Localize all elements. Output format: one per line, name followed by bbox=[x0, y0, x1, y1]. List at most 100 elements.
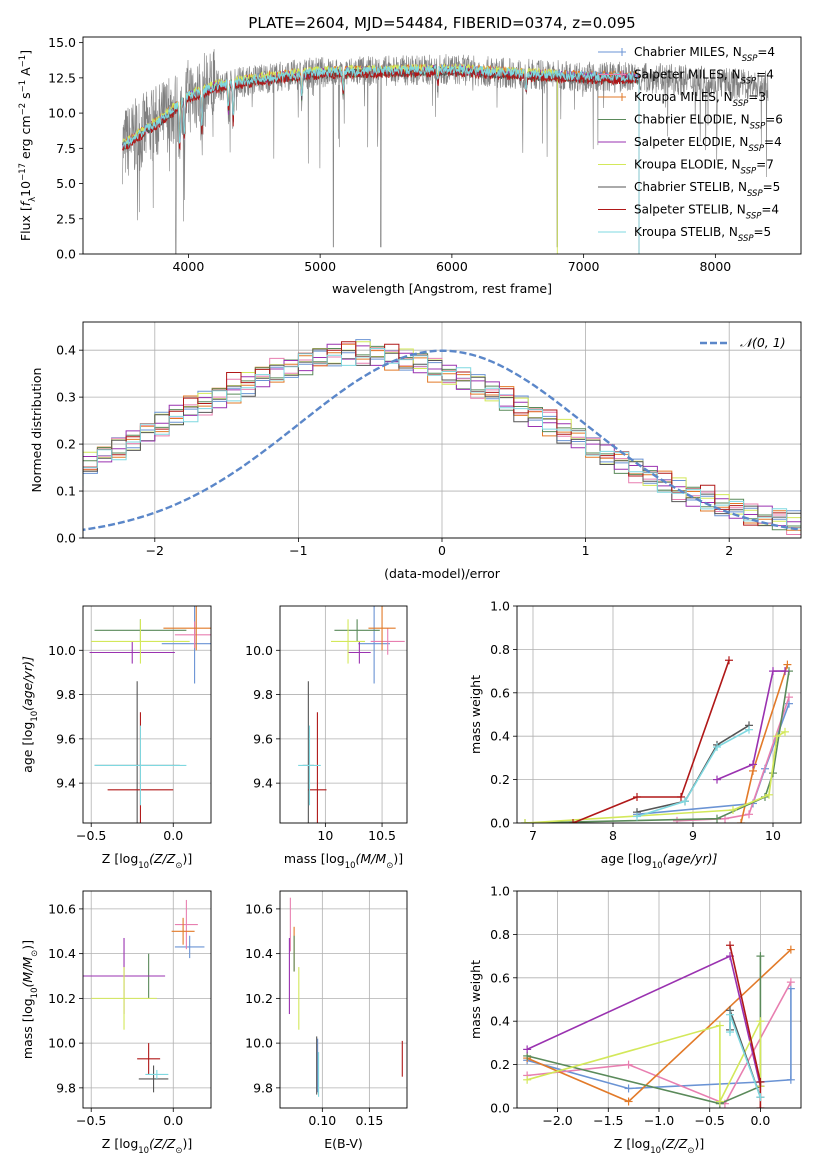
error-point bbox=[138, 1065, 169, 1093]
x-axis-label: E(B-V) bbox=[324, 1136, 363, 1151]
y-tick-label: 10.0 bbox=[245, 643, 273, 658]
z-mass-points bbox=[83, 899, 205, 1093]
mass-age-points bbox=[298, 606, 405, 823]
gaussian-curve bbox=[83, 349, 801, 532]
y-tick-label: 10.4 bbox=[245, 946, 273, 961]
y-tick-label: 0.4 bbox=[490, 1014, 510, 1029]
y-tick-label: 7.5 bbox=[56, 141, 76, 156]
weight-marker bbox=[725, 656, 733, 665]
y-tick-label: 0.3 bbox=[56, 390, 76, 405]
weight-marker bbox=[737, 819, 745, 823]
y-tick-label: 10.0 bbox=[245, 1036, 273, 1051]
weight-line bbox=[526, 956, 762, 1105]
y-tick-label: 10.2 bbox=[48, 991, 76, 1006]
spectrum-frame bbox=[82, 36, 802, 255]
weight-marker bbox=[713, 743, 721, 752]
legend-label: Kroupa STELIB, NSSP=5 bbox=[634, 225, 771, 244]
histogram-series bbox=[83, 348, 801, 529]
weight-marker bbox=[677, 792, 685, 801]
legend-label: Salpeter STELIB, NSSP=4 bbox=[634, 203, 779, 222]
z-mass-axes: −0.5 0.0 9.8 10.0 10.2 10.4 10.6 Z [log10(Z/Z⊙)… bbox=[20, 891, 211, 1156]
histogram-series bbox=[83, 343, 801, 527]
z-weight-axes: −2.0 −1.5 −1.0 −0.5 0.0 0.0 0.2 0.4 0.6 0.8 1.0 Z [… bbox=[468, 884, 801, 1156]
error-point bbox=[370, 628, 405, 655]
x-tick-label: −1.5 bbox=[593, 1113, 623, 1128]
weight-marker bbox=[756, 952, 765, 961]
y-tick-label: 0.4 bbox=[56, 343, 76, 358]
y-tick-label: 9.4 bbox=[56, 776, 76, 791]
weight-marker bbox=[783, 660, 792, 669]
y-tick-label: 9.8 bbox=[253, 687, 273, 702]
weight-marker bbox=[785, 693, 793, 702]
weight-marker bbox=[521, 819, 529, 823]
x-tick-label: 0.0 bbox=[750, 1113, 770, 1128]
y-tick-label: 9.6 bbox=[56, 731, 76, 746]
legend-label: Salpeter MILES, NSSP=4 bbox=[634, 68, 774, 87]
y-tick-label: 0.0 bbox=[56, 531, 76, 546]
histogram-series bbox=[83, 341, 801, 529]
error-point bbox=[298, 725, 321, 806]
y-tick-label: 0.6 bbox=[490, 970, 510, 985]
legend-label: Chabrier MILES, NSSP=4 bbox=[634, 45, 775, 64]
x-tick-label: −2 bbox=[146, 543, 164, 558]
legend-label: 𝒩(0, 1) bbox=[740, 335, 786, 350]
weight-marker bbox=[624, 1084, 633, 1093]
x-axis-label: mass [log10(M/M⊙)] bbox=[284, 851, 403, 871]
chart-title: PLATE=2604, MJD=54484, FIBERID=0374, z=0… bbox=[248, 14, 635, 32]
weight-marker bbox=[781, 667, 789, 676]
weight-marker bbox=[715, 1021, 724, 1030]
weight-line bbox=[527, 981, 792, 1105]
residuals-axes: −2 −1 0 1 2 0.0 0.1 0.2 0.3 0.4 (data-model)/error… bbox=[29, 322, 801, 581]
histogram-series bbox=[83, 341, 801, 533]
x-tick-label: 0.0 bbox=[163, 1113, 183, 1128]
y-axis-label: mass weight bbox=[468, 960, 483, 1039]
weight-marker bbox=[745, 810, 753, 819]
x-tick-label: 0.0 bbox=[163, 828, 183, 843]
x-axis-label: Z [log10(Z/Z⊙)] bbox=[102, 851, 192, 871]
x-tick-label: 0.15 bbox=[355, 1113, 383, 1128]
error-point bbox=[358, 606, 390, 684]
y-axis-label: Flux [fλ10−17 erg cm−2 s−1 A−1] bbox=[18, 50, 38, 241]
y-tick-label: 12.5 bbox=[48, 70, 76, 85]
weight-marker bbox=[756, 1104, 765, 1108]
weight-marker bbox=[756, 1017, 765, 1026]
weight-marker bbox=[713, 814, 721, 823]
y-tick-label: 15.0 bbox=[48, 35, 76, 50]
z-age-axes: −0.5 0.0 9.4 9.6 9.8 10.0 Z [log10(Z/Z⊙)] age [… bbox=[20, 606, 211, 871]
x-axis-label: (data-model)/error bbox=[384, 566, 501, 581]
weight-marker bbox=[569, 819, 577, 823]
weight-marker bbox=[769, 667, 777, 676]
age-weight-series bbox=[521, 656, 793, 823]
weight-marker bbox=[673, 816, 681, 823]
weight-marker bbox=[633, 812, 641, 821]
weight-marker bbox=[715, 1097, 724, 1106]
residuals-frame bbox=[82, 321, 802, 539]
x-tick-label: 1 bbox=[582, 543, 590, 558]
weight-marker bbox=[726, 1028, 734, 1037]
weight-marker bbox=[756, 1077, 765, 1086]
y-tick-label: 0.2 bbox=[490, 772, 510, 787]
weight-marker bbox=[749, 760, 757, 769]
x-tick-label: 10.5 bbox=[368, 828, 396, 843]
weight-marker bbox=[786, 978, 795, 987]
y-tick-label: 9.8 bbox=[253, 1080, 273, 1095]
error-point bbox=[89, 641, 175, 664]
error-point bbox=[331, 619, 366, 664]
y-axis-label: age [log10(age/yr)] bbox=[20, 656, 40, 773]
error-point bbox=[94, 725, 187, 806]
weight-marker bbox=[523, 1075, 532, 1084]
y-axis-label: mass [log10(M/M⊙)] bbox=[20, 940, 40, 1059]
y-tick-label: 2.5 bbox=[56, 211, 76, 226]
legend: Chabrier MILES, NSSP=4 Salpeter MILES, NS… bbox=[598, 45, 783, 244]
spectrum-data bbox=[122, 49, 769, 254]
x-tick-label: −0.5 bbox=[76, 1113, 106, 1128]
weight-marker bbox=[624, 1060, 633, 1069]
histogram-series bbox=[83, 343, 801, 531]
x-axis-label: wavelength [Angstrom, rest frame] bbox=[332, 281, 552, 296]
error-point bbox=[171, 917, 195, 945]
weight-line bbox=[572, 660, 730, 823]
error-point bbox=[368, 606, 396, 651]
error-point bbox=[174, 899, 198, 950]
weight-marker bbox=[523, 1045, 532, 1054]
